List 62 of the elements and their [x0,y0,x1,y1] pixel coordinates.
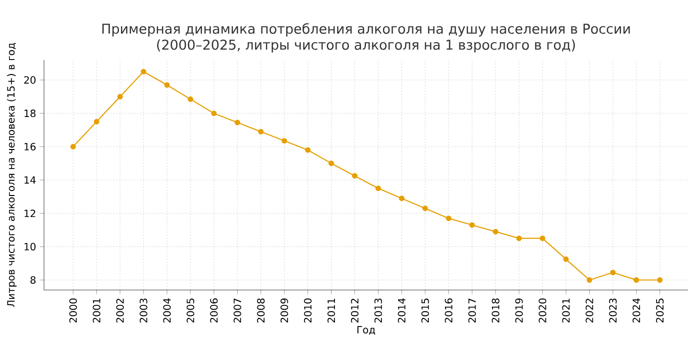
point [469,222,475,228]
x-tick-label: 2004 [163,298,171,323]
x-tick-label: 2022 [586,298,594,323]
point [446,216,452,222]
x-tick-label: 2009 [280,298,288,323]
x-tick-label: 2023 [609,298,617,323]
x-tick-label: 2016 [444,298,452,323]
chart-title: Примерная динамика потребления алкоголя на душу населения в России (2000–2025, литры чистого алкоголя на 1 взрослого в год) [102,23,630,52]
point [540,236,546,242]
point [398,196,404,202]
point [282,138,288,144]
x-tick-label: 2020 [538,298,546,323]
x-tick-label: 2006 [210,298,218,323]
point [492,228,498,234]
x-tick-label: 2010 [304,298,312,323]
y-tick-label: 14 [24,176,36,184]
y-axis-title: Литров чистого алкоголя на человека (15+) в год [6,43,17,307]
y-tick-label: 8 [30,276,36,284]
y-tick-label: 16 [24,142,36,150]
x-tick-label: 2014 [398,298,406,323]
x-tick-label: 2021 [562,298,570,323]
x-tick-label: 2000 [69,298,77,323]
x-tick-label: 2012 [350,298,359,323]
y-tick-label: 20 [24,76,36,84]
point [563,256,569,262]
point [211,110,217,116]
x-tick-label: 2018 [492,298,500,323]
point [117,94,123,100]
point [657,277,663,283]
x-tick-label: 2001 [92,298,100,323]
point [375,186,381,192]
x-axis-title: Год [357,326,376,335]
y-tick-label: 12 [24,210,36,218]
point [188,96,194,102]
point [258,128,264,134]
x-tick-label: 2025 [656,298,664,323]
point [328,160,334,166]
point [610,270,616,276]
point [422,206,428,212]
point [634,277,640,283]
point [352,173,358,179]
x-tick-label: 2005 [186,298,194,323]
y-tick-label: 18 [24,110,36,118]
x-tick-label: 2013 [374,298,382,323]
point [234,120,240,126]
x-tick-label: 2002 [116,298,124,323]
x-tick-label: 2011 [327,298,336,323]
point [70,144,76,150]
point [140,68,146,74]
x-tick-label: 2008 [257,298,265,323]
point [516,236,522,242]
x-tick-label: 2019 [515,298,523,323]
point [305,147,311,153]
point [586,277,592,283]
y-tick-label: 10 [24,242,36,250]
x-tick-label: 2007 [234,298,242,323]
x-tick-label: 2024 [632,298,640,323]
x-tick-label: 2015 [421,298,429,323]
point [94,118,100,124]
x-tick-label: 2017 [468,298,476,323]
x-tick-label: 2003 [140,298,148,323]
point [164,82,170,88]
